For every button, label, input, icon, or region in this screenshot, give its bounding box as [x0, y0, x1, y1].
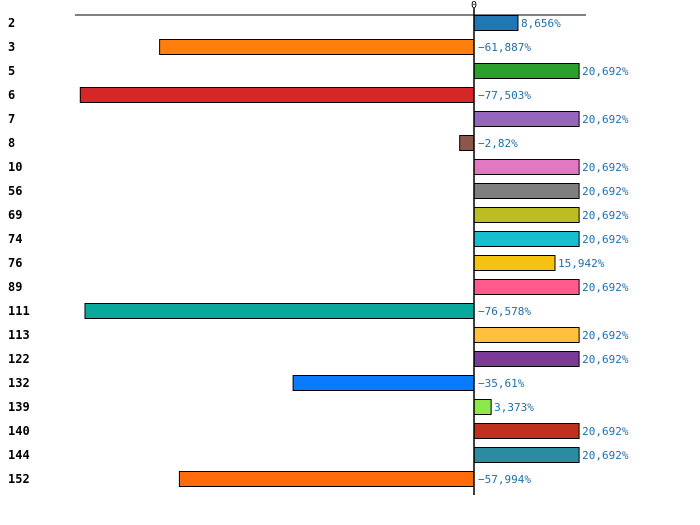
bar [473, 255, 556, 271]
value-labels: 8,656% −61,887% 20,692% −77,503% 20,692% −2,8… [478, 17, 629, 486]
bar [473, 111, 580, 127]
category-label: 6 [8, 88, 15, 102]
value-label: 20,692% [582, 185, 629, 198]
bar [178, 471, 475, 487]
value-label: −57,994% [478, 473, 531, 486]
value-label: 20,692% [582, 281, 629, 294]
value-label: 20,692% [582, 425, 629, 438]
bar [473, 423, 580, 439]
value-label: 15,942% [558, 257, 605, 270]
value-label: 8,656% [521, 17, 561, 30]
category-label: 113 [8, 328, 30, 342]
bar [473, 159, 580, 175]
bar [79, 87, 475, 103]
value-label: −61,887% [478, 41, 531, 54]
value-label: 20,692% [582, 233, 629, 246]
category-label: 122 [8, 352, 30, 366]
bar [473, 351, 580, 367]
bar [473, 231, 580, 247]
category-label: 139 [8, 400, 30, 414]
x-tick-label: 0 [471, 0, 477, 11]
category-label: 7 [8, 112, 15, 126]
bar [473, 399, 492, 415]
bar [473, 447, 580, 463]
bar [159, 39, 475, 55]
value-label: 20,692% [582, 353, 629, 366]
value-label: 20,692% [582, 113, 629, 126]
bar [459, 135, 475, 151]
bar [84, 303, 475, 319]
category-label: 144 [8, 448, 30, 462]
category-labels: 2356781056697476891111131221321391401441… [8, 16, 30, 486]
bar [473, 279, 580, 295]
category-label: 74 [8, 232, 22, 246]
bars [79, 15, 580, 487]
value-label: 20,692% [582, 209, 629, 222]
bar [473, 183, 580, 199]
category-label: 76 [8, 256, 22, 270]
value-label: 20,692% [582, 449, 629, 462]
bar [292, 375, 475, 391]
category-label: 56 [8, 184, 22, 198]
value-label: −2,82% [478, 137, 518, 150]
category-label: 69 [8, 208, 22, 222]
value-label: −76,578% [478, 305, 531, 318]
value-label: 20,692% [582, 329, 629, 342]
category-label: 140 [8, 424, 30, 438]
value-label: 20,692% [582, 65, 629, 78]
bar [473, 15, 519, 31]
category-label: 152 [8, 472, 30, 486]
value-label: −77,503% [478, 89, 531, 102]
category-label: 10 [8, 160, 22, 174]
category-label: 132 [8, 376, 30, 390]
category-label: 5 [8, 64, 15, 78]
value-label: 3,373% [494, 401, 534, 414]
x-ticks: 0 [471, 0, 477, 11]
category-label: 89 [8, 280, 22, 294]
category-label: 111 [8, 304, 30, 318]
bar [473, 327, 580, 343]
category-label: 8 [8, 136, 15, 150]
category-label: 3 [8, 40, 15, 54]
category-label: 2 [8, 16, 15, 30]
bar [473, 63, 580, 79]
bar [473, 207, 580, 223]
value-label: −35,61% [478, 377, 525, 390]
value-label: 20,692% [582, 161, 629, 174]
